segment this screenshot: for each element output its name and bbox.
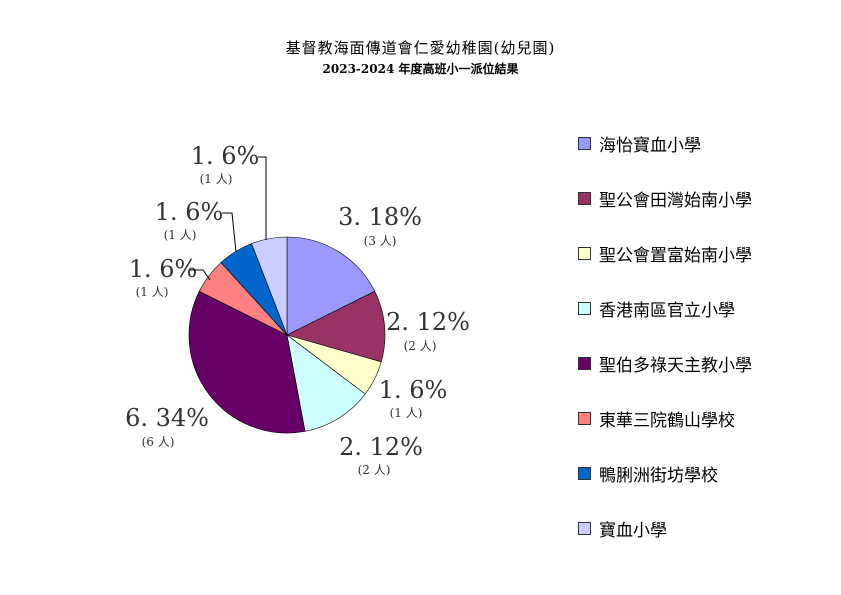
legend-label: 聖伯多祿天主教小學 bbox=[599, 356, 752, 376]
slice-percent-label: 1. 6% bbox=[129, 255, 198, 283]
slice-percent-label: 1. 6% bbox=[155, 198, 224, 226]
legend-item: 寶血小學 bbox=[578, 501, 752, 556]
chart-subtitle: 2023-2024 年度高班小一派位結果 bbox=[322, 62, 519, 76]
slice-count-label: (6 人) bbox=[142, 435, 175, 449]
slice-percent-label: 1. 6% bbox=[191, 142, 260, 170]
legend-swatch bbox=[578, 192, 591, 205]
slice-count-label: (1 人) bbox=[136, 285, 169, 299]
legend-swatch bbox=[578, 467, 591, 480]
leader-line bbox=[258, 156, 267, 240]
chart-title: 基督教海面傳道會仁愛幼稚園(幼兒園) bbox=[285, 39, 556, 57]
legend-swatch bbox=[578, 357, 591, 370]
legend-swatch bbox=[578, 302, 591, 315]
legend-label: 香港南區官立小學 bbox=[599, 301, 735, 321]
legend-swatch bbox=[578, 412, 591, 425]
legend: 海怡寶血小學聖公會田灣始南小學 聖公會置富始南小學 香港南區官立小學 聖伯多祿天主教小… bbox=[578, 116, 752, 556]
legend-label: 鴨脷洲街坊學校 bbox=[599, 466, 718, 486]
slice-count-label: (2 人) bbox=[358, 463, 391, 477]
legend-label: 寶血小學 bbox=[599, 521, 667, 541]
slice-percent-label: 1. 6% bbox=[379, 376, 448, 404]
legend-item: 香港南區官立小學 bbox=[578, 281, 752, 336]
pie-slice bbox=[286, 236, 376, 336]
legend-label: 聖公會置富始南小學 bbox=[599, 246, 752, 266]
slice-percent-label: 3. 18% bbox=[338, 203, 422, 231]
legend-swatch bbox=[578, 137, 591, 150]
pie-slice bbox=[286, 334, 366, 432]
legend-item: 鴨脷洲街坊學校 bbox=[578, 446, 752, 501]
slice-count-label: (2 人) bbox=[404, 339, 437, 353]
leader-line bbox=[222, 212, 237, 253]
slice-percent-label: 2. 12% bbox=[339, 433, 423, 461]
pie-slice bbox=[188, 290, 306, 434]
legend-item: 聖伯多祿天主教小學 bbox=[578, 336, 752, 391]
legend-item: 聖公會置富始南小學 bbox=[578, 226, 752, 281]
legend-label: 海怡寶血小學 bbox=[599, 136, 701, 156]
slice-count-label: (3 人) bbox=[364, 234, 397, 248]
legend-swatch bbox=[578, 522, 591, 535]
pie-slice bbox=[286, 290, 386, 363]
legend-label: 東華三院鶴山學校 bbox=[599, 411, 735, 431]
leader-line bbox=[190, 269, 211, 281]
pie-slice bbox=[251, 236, 288, 336]
legend-item: 東華三院鶴山學校 bbox=[578, 391, 752, 446]
slice-count-label: (1 人) bbox=[390, 406, 423, 420]
legend-item: 聖公會田灣始南小學 bbox=[578, 171, 752, 226]
legend-swatch bbox=[578, 247, 591, 260]
slice-count-label: (1 人) bbox=[164, 228, 197, 242]
slice-percent-label: 2. 12% bbox=[386, 308, 470, 336]
slice-count-label: (1 人) bbox=[200, 172, 233, 186]
legend-item: 海怡寶血小學 bbox=[578, 116, 752, 171]
slice-percent-label: 6. 34% bbox=[125, 404, 209, 432]
legend-label: 聖公會田灣始南小學 bbox=[599, 191, 752, 211]
